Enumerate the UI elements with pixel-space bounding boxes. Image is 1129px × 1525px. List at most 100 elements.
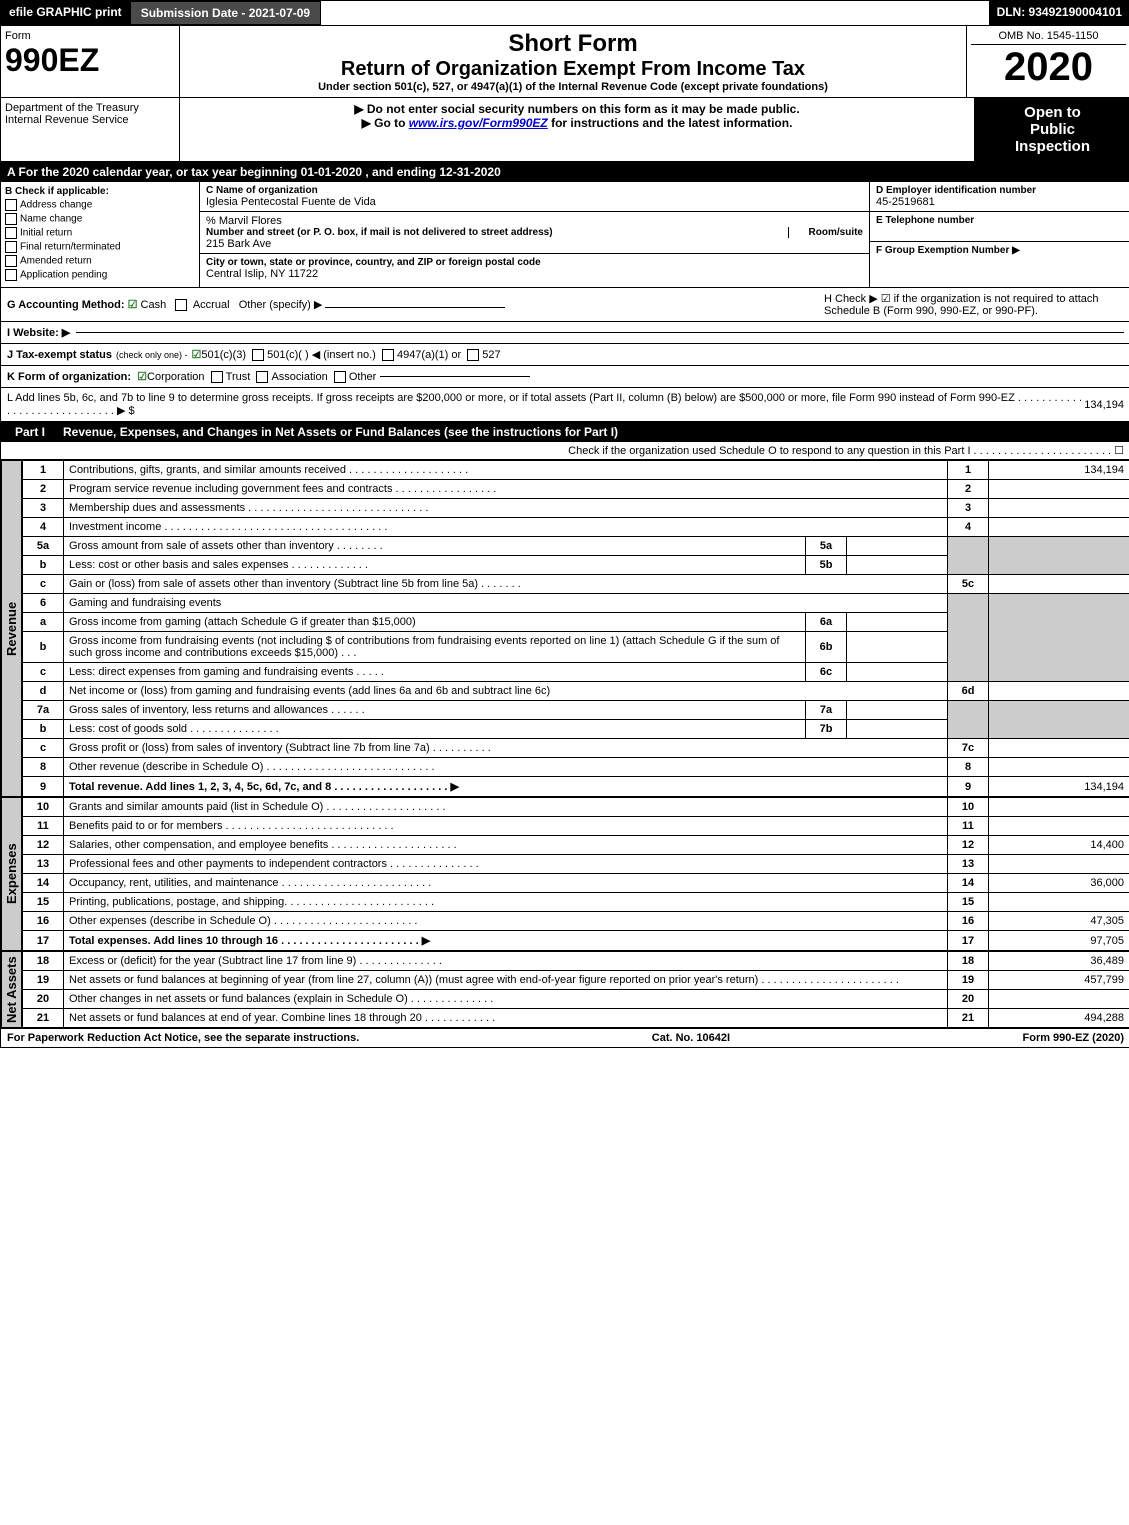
line-3-val: [989, 499, 1129, 518]
section-h: H Check ▶ ☑ if the organization is not r…: [824, 292, 1124, 317]
group-exemption-label: F Group Exemption Number ▶: [876, 245, 1124, 256]
other-checkbox[interactable]: [334, 371, 346, 383]
accrual-checkbox[interactable]: [175, 299, 187, 311]
line-19-desc: Net assets or fund balances at beginning…: [64, 971, 948, 990]
cb-name-change[interactable]: Name change: [5, 213, 195, 225]
dept-center: ▶ Do not enter social security numbers o…: [180, 98, 974, 161]
city-row: City or town, state or province, country…: [200, 254, 869, 283]
cb-label: Address change: [20, 200, 92, 211]
section-b: B Check if applicable: Address change Na…: [1, 182, 200, 287]
line-3-desc: Membership dues and assessments . . . . …: [64, 499, 948, 518]
line-5b-desc: Less: cost or other basis and sales expe…: [64, 556, 806, 575]
table-row: 4Investment income . . . . . . . . . . .…: [23, 518, 1129, 537]
cb-label: Final return/terminated: [20, 242, 121, 253]
table-row: 5aGross amount from sale of assets other…: [23, 537, 1129, 556]
table-row: 15Printing, publications, postage, and s…: [23, 893, 1129, 912]
other-input[interactable]: [325, 307, 505, 308]
netassets-side-label: Net Assets: [1, 951, 22, 1028]
section-i: I Website: ▶: [1, 322, 1129, 344]
street-label: Number and street (or P. O. box, if mail…: [206, 227, 553, 238]
line-5c-desc: Gain or (loss) from sale of assets other…: [64, 575, 948, 594]
dept-irs: Internal Revenue Service: [5, 114, 175, 126]
line-17-desc: Total expenses. Add lines 10 through 16 …: [64, 931, 948, 951]
dept-right: Open to Public Inspection: [974, 98, 1129, 161]
line-16-val: 47,305: [989, 912, 1129, 931]
section-b-header: B Check if applicable:: [5, 186, 195, 197]
expenses-side-label: Expenses: [1, 797, 22, 951]
part1-label: Part I: [7, 425, 53, 439]
4947-checkbox[interactable]: [382, 349, 394, 361]
table-row: 12Salaries, other compensation, and empl…: [23, 836, 1129, 855]
form-number-box: Form 990EZ: [1, 26, 180, 97]
line-6d-desc: Net income or (loss) from gaming and fun…: [64, 682, 948, 701]
k-label: K Form of organization:: [7, 371, 131, 383]
line-11-val: [989, 817, 1129, 836]
cb-address-change[interactable]: Address change: [5, 199, 195, 211]
table-row: 20Other changes in net assets or fund ba…: [23, 990, 1129, 1009]
cb-final-return[interactable]: Final return/terminated: [5, 241, 195, 253]
line-14-desc: Occupancy, rent, utilities, and maintena…: [64, 874, 948, 893]
line-19-val: 457,799: [989, 971, 1129, 990]
section-f: F Group Exemption Number ▶: [870, 242, 1129, 259]
line-8-desc: Other revenue (describe in Schedule O) .…: [64, 758, 948, 777]
cash-check-icon: ☑: [128, 299, 138, 311]
revenue-section: Revenue 1Contributions, gifts, grants, a…: [1, 460, 1129, 797]
table-row: cGross profit or (loss) from sales of in…: [23, 739, 1129, 758]
501c-checkbox[interactable]: [252, 349, 264, 361]
line-18-val: 36,489: [989, 952, 1129, 971]
schedule-o-row: Check if the organization used Schedule …: [1, 442, 1129, 460]
section-d: D Employer identification number 45-2519…: [870, 182, 1129, 212]
footer-left: For Paperwork Reduction Act Notice, see …: [7, 1032, 359, 1044]
public: Public: [977, 121, 1128, 138]
calendar-row: A For the 2020 calendar year, or tax yea…: [1, 162, 1129, 182]
line-5c-val: [989, 575, 1129, 594]
dept-row: Department of the Treasury Internal Reve…: [1, 98, 1129, 162]
irs-link[interactable]: www.irs.gov/Form990EZ: [409, 116, 548, 130]
line-6d-val: [989, 682, 1129, 701]
l-text: L Add lines 5b, 6c, and 7b to line 9 to …: [7, 392, 1084, 417]
cb-application-pending[interactable]: Application pending: [5, 269, 195, 281]
line-4-desc: Investment income . . . . . . . . . . . …: [64, 518, 948, 537]
part1-title: Revenue, Expenses, and Changes in Net As…: [63, 425, 618, 439]
accrual-label: Accrual: [193, 299, 230, 311]
omb-year-box: OMB No. 1545-1150 2020: [966, 26, 1129, 97]
cb-initial-return[interactable]: Initial return: [5, 227, 195, 239]
line-10-desc: Grants and similar amounts paid (list in…: [64, 798, 948, 817]
line-9-desc: Total revenue. Add lines 1, 2, 3, 4, 5c,…: [64, 777, 948, 797]
other-k-input[interactable]: [380, 376, 530, 377]
cash-label: Cash: [141, 299, 167, 311]
inspection-box: Open to Public Inspection: [975, 98, 1129, 161]
527-label: 527: [482, 349, 500, 361]
trust-checkbox[interactable]: [211, 371, 223, 383]
website-input[interactable]: [76, 332, 1124, 333]
table-row: 19Net assets or fund balances at beginni…: [23, 971, 1129, 990]
table-row: 11Benefits paid to or for members . . . …: [23, 817, 1129, 836]
line-2-val: [989, 480, 1129, 499]
info-grid: B Check if applicable: Address change Na…: [1, 182, 1129, 288]
main-title: Return of Organization Exempt From Incom…: [184, 58, 962, 81]
table-row: cGain or (loss) from sale of assets othe…: [23, 575, 1129, 594]
501c-label: 501(c)( ) ◀ (insert no.): [267, 348, 376, 361]
table-row: 18Excess or (deficit) for the year (Subt…: [23, 952, 1129, 971]
line-16-desc: Other expenses (describe in Schedule O) …: [64, 912, 948, 931]
footer-right: Form 990-EZ (2020): [1023, 1032, 1124, 1044]
table-row: 1Contributions, gifts, grants, and simil…: [23, 461, 1129, 480]
assoc-checkbox[interactable]: [256, 371, 268, 383]
inspection: Inspection: [977, 138, 1128, 155]
table-row: 2Program service revenue including gover…: [23, 480, 1129, 499]
cb-amended-return[interactable]: Amended return: [5, 255, 195, 267]
line-5a-desc: Gross amount from sale of assets other t…: [64, 537, 806, 556]
city-label: City or town, state or province, country…: [206, 257, 863, 268]
efile-label: efile GRAPHIC print: [1, 1, 130, 25]
line-11-desc: Benefits paid to or for members . . . . …: [64, 817, 948, 836]
table-row: 10Grants and similar amounts paid (list …: [23, 798, 1129, 817]
line-17-val: 97,705: [989, 931, 1129, 951]
ein-value: 45-2519681: [876, 196, 1124, 208]
expenses-table: 10Grants and similar amounts paid (list …: [22, 797, 1129, 951]
other-k-label: Other: [349, 371, 377, 383]
goto-note: ▶ Go to www.irs.gov/Form990EZ for instru…: [184, 116, 970, 130]
527-checkbox[interactable]: [467, 349, 479, 361]
submission-date: Submission Date - 2021-07-09: [130, 1, 321, 25]
netassets-table: 18Excess or (deficit) for the year (Subt…: [22, 951, 1129, 1028]
table-row: 8Other revenue (describe in Schedule O) …: [23, 758, 1129, 777]
